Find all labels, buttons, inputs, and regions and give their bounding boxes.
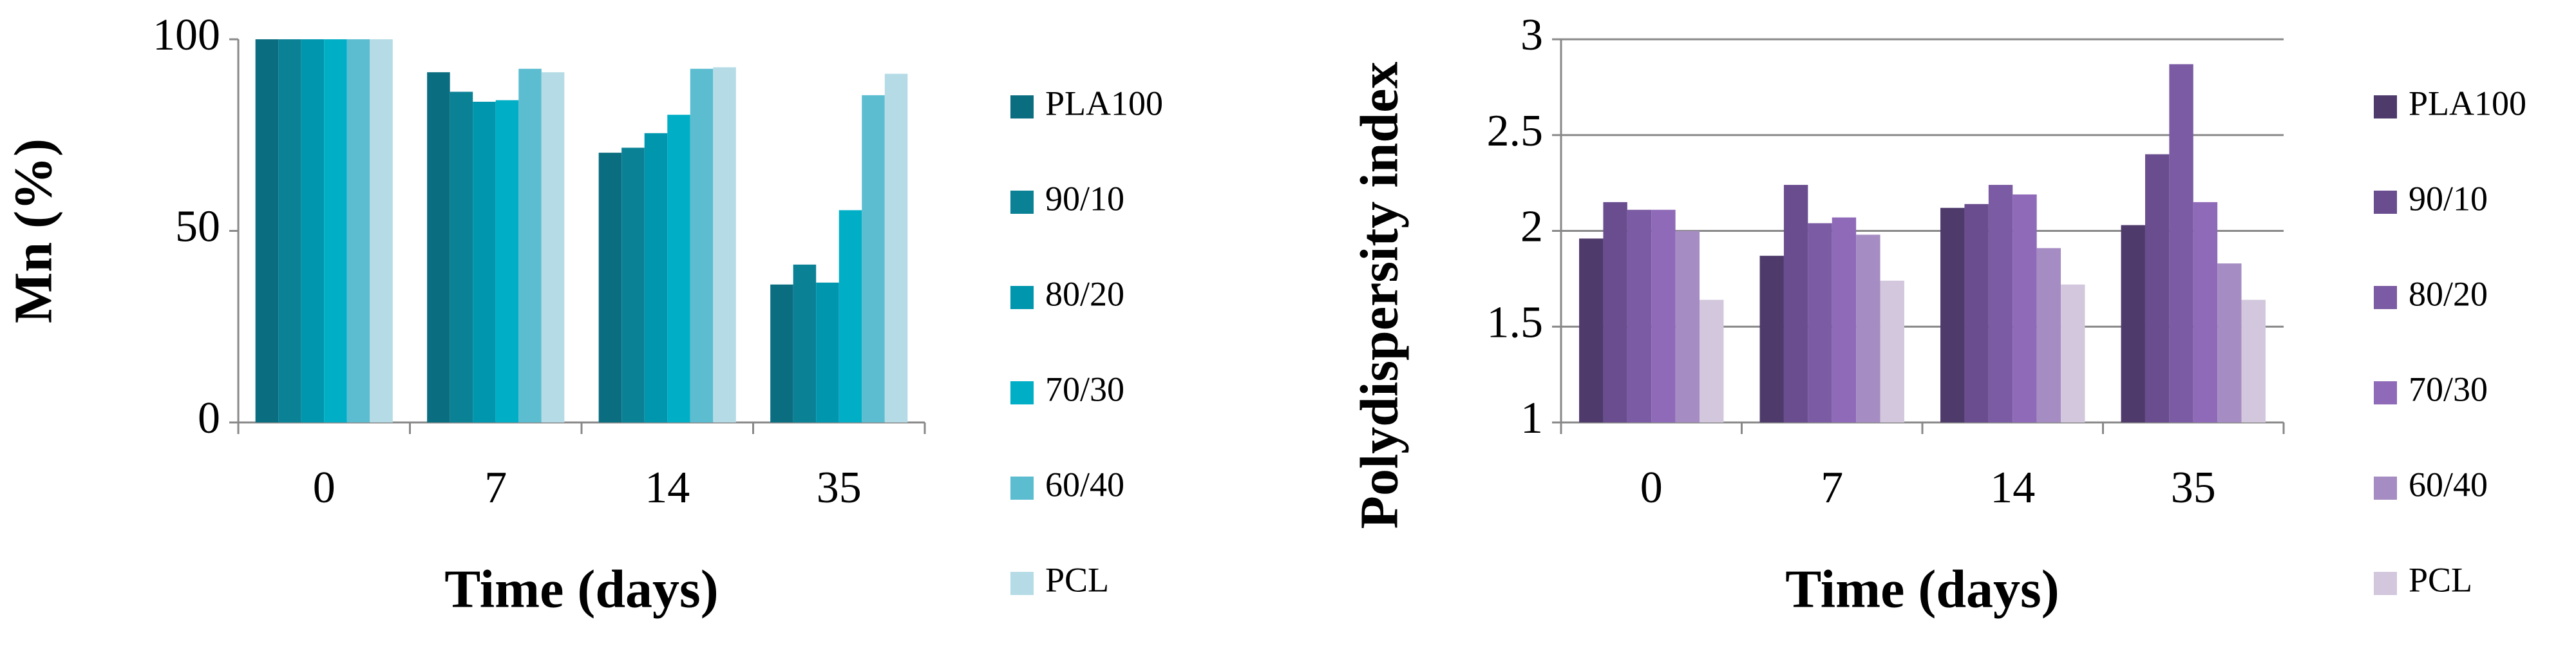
bar bbox=[324, 39, 347, 422]
y-tick-label: 2.5 bbox=[1487, 106, 1544, 156]
bar bbox=[2145, 154, 2170, 422]
bar bbox=[427, 72, 450, 423]
bar bbox=[598, 153, 622, 422]
bar bbox=[1988, 185, 2013, 422]
x-tick-label: 7 bbox=[484, 463, 507, 513]
legend-label: 70/30 bbox=[2409, 370, 2488, 408]
legend-swatch bbox=[1010, 477, 1034, 500]
bar bbox=[793, 264, 817, 422]
legend-label: PLA100 bbox=[1045, 84, 1163, 122]
y-axis-title: Mn (%) bbox=[3, 138, 63, 323]
bar bbox=[473, 101, 496, 423]
bar bbox=[1627, 209, 1652, 422]
x-tick-label: 14 bbox=[1990, 463, 2035, 513]
bar bbox=[518, 68, 542, 422]
bar bbox=[1880, 280, 1904, 422]
bar bbox=[1579, 238, 1604, 422]
bar bbox=[770, 284, 793, 422]
bar bbox=[2036, 248, 2061, 422]
y-axis-title: Polydispersity index bbox=[1349, 62, 1409, 529]
bar bbox=[495, 100, 519, 423]
x-tick-label: 14 bbox=[645, 463, 690, 513]
bar bbox=[816, 282, 839, 422]
legend-swatch bbox=[2374, 381, 2397, 404]
legend-swatch bbox=[1010, 572, 1034, 595]
bar bbox=[667, 115, 690, 422]
x-axis-title: Time (days) bbox=[444, 559, 718, 619]
bar bbox=[1940, 207, 1965, 422]
legend-label: PLA100 bbox=[2409, 84, 2526, 122]
bar bbox=[2169, 64, 2193, 423]
bar bbox=[884, 73, 908, 423]
legend-swatch bbox=[2374, 191, 2397, 214]
bar bbox=[1759, 256, 1784, 422]
bar bbox=[644, 133, 668, 422]
legend-label: 60/40 bbox=[1045, 465, 1124, 504]
bar bbox=[1964, 203, 1989, 422]
y-tick-label: 1 bbox=[1520, 393, 1543, 443]
legend-label: 90/10 bbox=[1045, 179, 1124, 218]
legend-label: PCL bbox=[2409, 560, 2472, 599]
y-tick-label: 0 bbox=[198, 393, 220, 443]
bar bbox=[713, 67, 736, 422]
legend-swatch bbox=[2374, 286, 2397, 309]
bar bbox=[862, 95, 885, 422]
bar bbox=[2061, 284, 2085, 422]
bar bbox=[1832, 217, 1857, 422]
bar bbox=[450, 91, 473, 422]
y-tick-label: 3 bbox=[1520, 10, 1543, 60]
bar bbox=[1856, 234, 1880, 422]
bar bbox=[2193, 202, 2218, 422]
bar bbox=[1675, 231, 1700, 422]
legend-swatch bbox=[1010, 381, 1034, 404]
bar bbox=[1603, 202, 1627, 422]
legend-swatch bbox=[1010, 286, 1034, 309]
x-axis-title: Time (days) bbox=[1785, 559, 2059, 619]
bar bbox=[2121, 225, 2145, 422]
legend-swatch bbox=[2374, 572, 2397, 595]
legend-swatch bbox=[1010, 191, 1034, 214]
legend-label: 80/20 bbox=[1045, 274, 1124, 313]
bar bbox=[1651, 209, 1676, 422]
legend-label: 90/10 bbox=[2409, 179, 2488, 218]
legend-swatch bbox=[1010, 95, 1034, 118]
legend-swatch bbox=[2374, 477, 2397, 500]
bar bbox=[621, 147, 645, 422]
y-tick-label: 100 bbox=[153, 10, 220, 60]
bar bbox=[2241, 299, 2266, 422]
bar bbox=[1783, 185, 1808, 422]
bar bbox=[301, 39, 325, 422]
bar bbox=[2012, 194, 2037, 422]
legend-swatch bbox=[2374, 95, 2397, 118]
bar bbox=[346, 39, 370, 422]
y-tick-label: 2 bbox=[1520, 202, 1543, 252]
bar bbox=[1808, 223, 1832, 422]
legend-label: 60/40 bbox=[2409, 465, 2488, 504]
bar bbox=[2217, 263, 2242, 422]
legend-label: 80/20 bbox=[2409, 274, 2488, 313]
bar bbox=[278, 39, 301, 422]
bar bbox=[838, 210, 862, 422]
x-tick-label: 0 bbox=[313, 463, 336, 513]
legend-label: PCL bbox=[1045, 560, 1109, 599]
bar bbox=[690, 68, 714, 422]
bar bbox=[541, 72, 565, 423]
bar bbox=[255, 39, 279, 422]
x-tick-label: 35 bbox=[817, 463, 862, 513]
y-tick-label: 1.5 bbox=[1487, 298, 1544, 347]
x-tick-label: 7 bbox=[1821, 463, 1843, 513]
bar bbox=[1700, 299, 1724, 422]
x-tick-label: 35 bbox=[2171, 463, 2216, 513]
x-tick-label: 0 bbox=[1640, 463, 1663, 513]
y-tick-label: 50 bbox=[175, 202, 220, 252]
legend-label: 70/30 bbox=[1045, 370, 1124, 408]
bar bbox=[370, 39, 393, 422]
